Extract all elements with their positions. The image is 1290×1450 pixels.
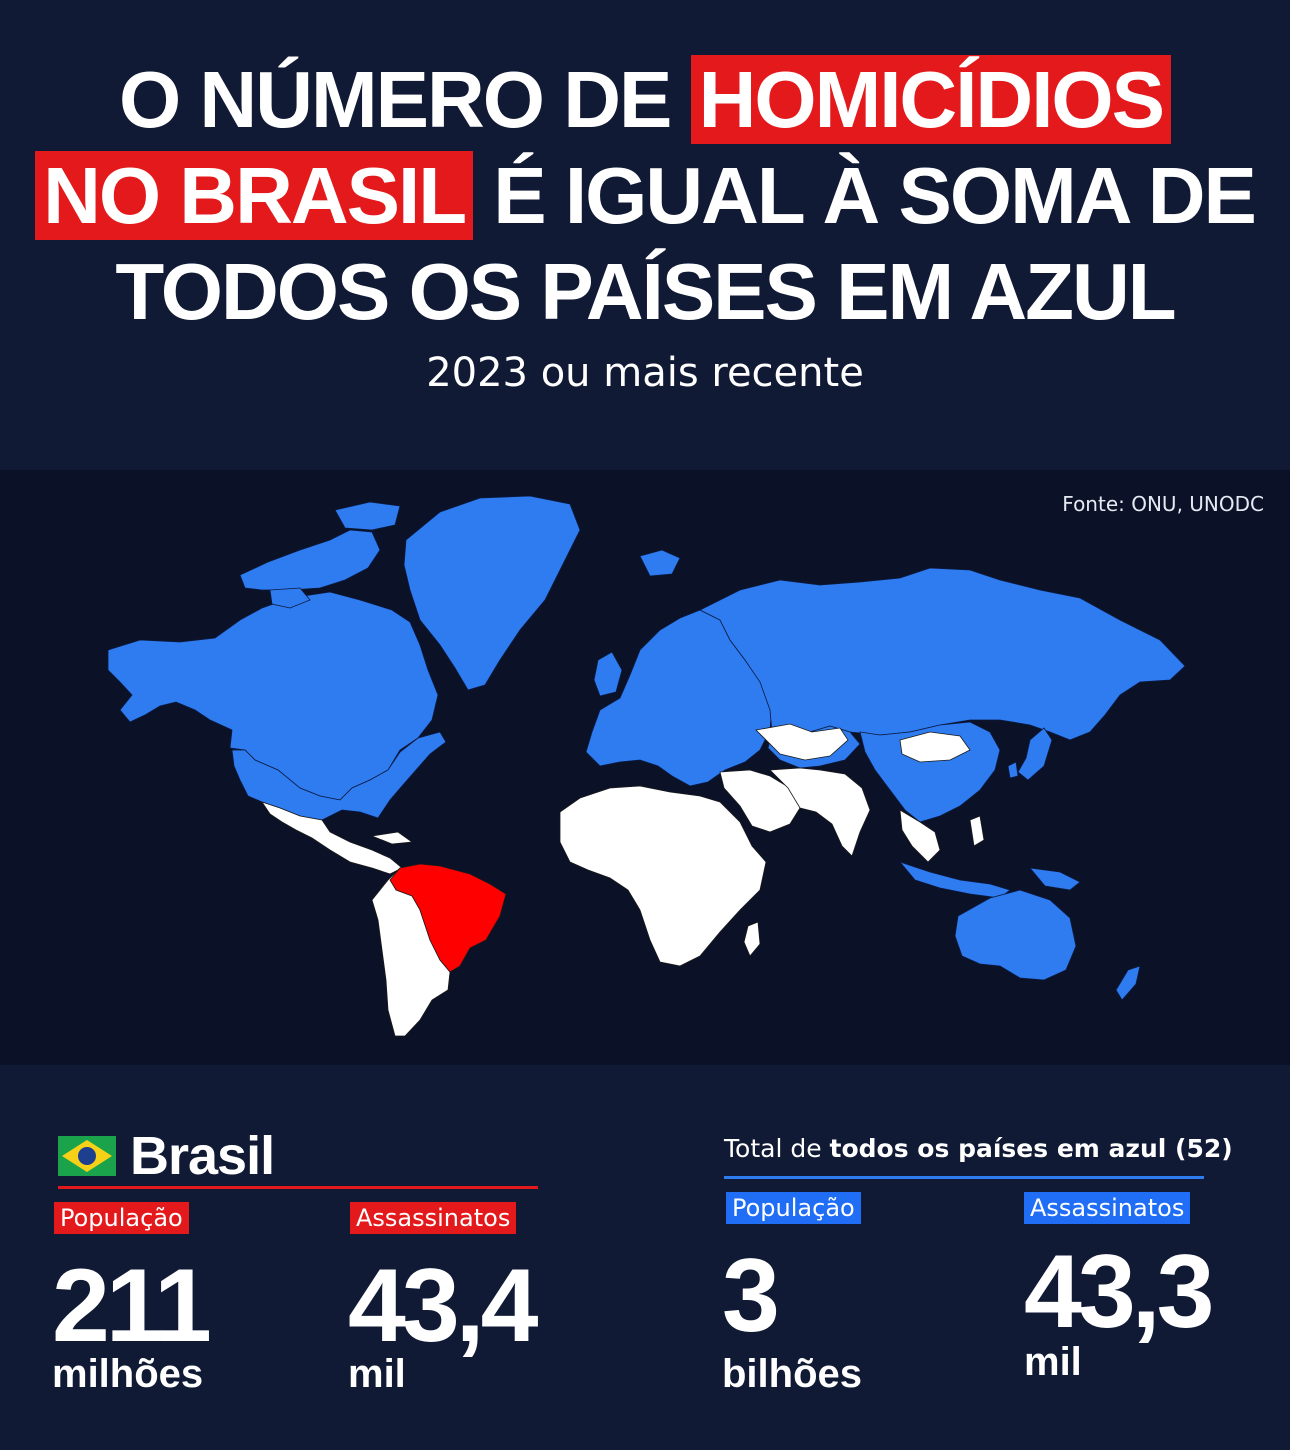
hudson-islands (269, 587, 311, 609)
brazil-flag-icon (58, 1136, 116, 1176)
brasil-divider (58, 1186, 538, 1189)
world-map (107, 495, 1186, 1037)
headline: O NÚMERO DE HOMICÍDIOS NO BRASIL É IGUAL… (0, 52, 1290, 340)
greenland (403, 495, 581, 691)
southeast-asia (899, 809, 941, 863)
brasil-murders-label: Assassinatos (350, 1202, 517, 1234)
headline-line-1: O NÚMERO DE HOMICÍDIOS (0, 52, 1290, 148)
brasil-population-unit: milhões (52, 1352, 204, 1396)
headline-highlight: NO BRASIL (35, 151, 474, 240)
africa (559, 785, 767, 967)
new-guinea (1029, 867, 1081, 891)
uk (593, 651, 623, 697)
brasil-population-value: 211 (52, 1248, 212, 1364)
headline-highlight: HOMICÍDIOS (690, 55, 1172, 144)
blue-population-unit: bilhões (722, 1352, 863, 1396)
blue-murders-label: Assassinatos (1024, 1192, 1191, 1224)
blue-murders-value: 43,3 (1024, 1234, 1214, 1350)
blue-murders-unit: mil (1024, 1340, 1082, 1384)
subtitle: 2023 ou mais recente (426, 350, 864, 396)
mexico-central-america (261, 801, 403, 875)
russia (699, 567, 1186, 741)
japan (1017, 727, 1053, 781)
headline-text: É IGUAL À SOMA DE (473, 151, 1257, 240)
mongolia (899, 731, 971, 763)
central-asia-north (755, 723, 849, 761)
other-countries (261, 723, 985, 1037)
brazil (389, 863, 507, 973)
brasil-murders-value: 43,4 (348, 1248, 538, 1364)
arctic-islands (239, 529, 381, 591)
madagascar (743, 921, 761, 957)
map-panel (0, 470, 1290, 1065)
australia (954, 889, 1077, 981)
blue-population-value: 3 (722, 1238, 780, 1354)
caribbean (370, 831, 414, 845)
brasil-population-label: População (54, 1202, 189, 1234)
brasil-header: Brasil (58, 1125, 275, 1187)
iceland (639, 549, 681, 577)
headline-line-3: TODOS OS PAÍSES EM AZUL (115, 247, 1176, 336)
brazil-group (389, 863, 507, 973)
arctic-island-2 (334, 501, 401, 531)
europe (585, 609, 773, 787)
blue-total-heading: Total de todos os países em azul (52) (724, 1134, 1233, 1163)
brasil-murders-unit: mil (348, 1352, 406, 1396)
heading-bold: todos os países em azul (52) (829, 1134, 1233, 1163)
south-korea (1007, 761, 1019, 779)
central-south-asia (769, 767, 871, 857)
indonesia (898, 861, 1011, 899)
philippines (969, 815, 985, 847)
headline-text: O NÚMERO DE (118, 55, 691, 144)
heading-prefix: Total de (724, 1134, 830, 1163)
blue-countries (107, 495, 1186, 1001)
map-source: Fonte: ONU, UNODC (1062, 492, 1264, 516)
blue-total-divider (724, 1176, 1204, 1179)
headline-line-2: NO BRASIL É IGUAL À SOMA DE (0, 148, 1290, 244)
country-name: Brasil (130, 1126, 275, 1186)
new-zealand (1115, 965, 1141, 1001)
blue-population-label: População (726, 1192, 861, 1224)
middle-east (719, 769, 801, 833)
